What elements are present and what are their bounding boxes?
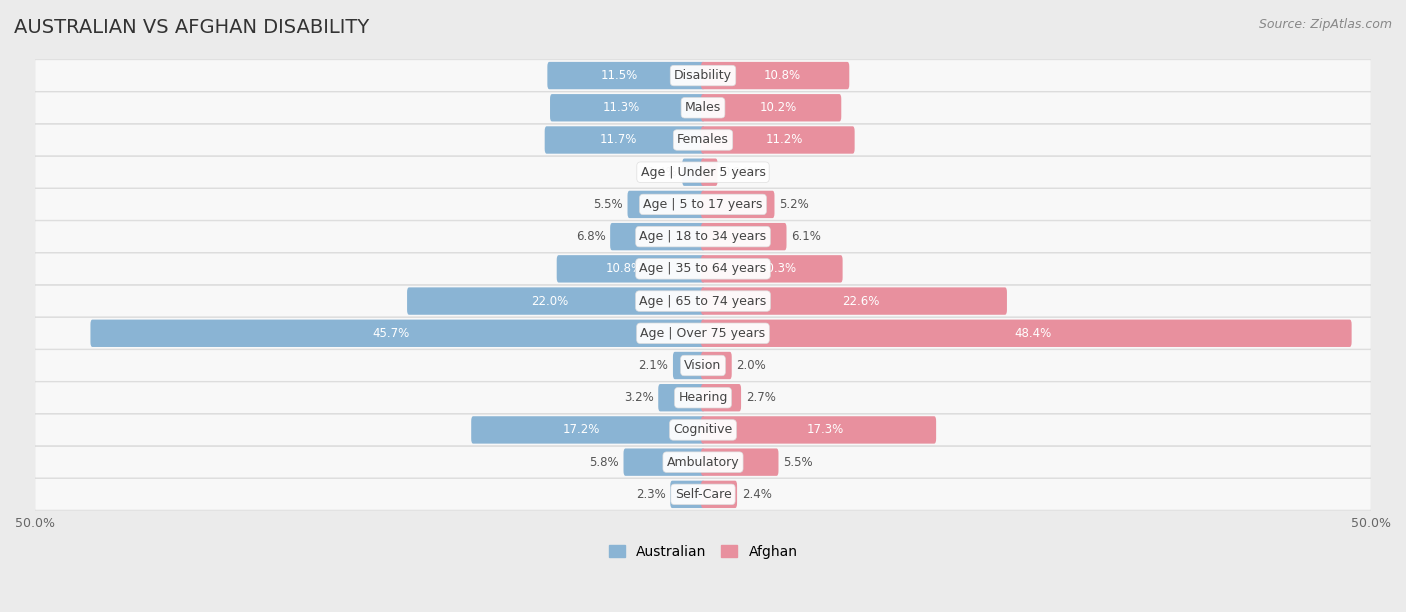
FancyBboxPatch shape <box>682 159 704 186</box>
FancyBboxPatch shape <box>623 449 704 476</box>
Text: Age | Under 5 years: Age | Under 5 years <box>641 166 765 179</box>
Text: 11.3%: 11.3% <box>602 101 640 114</box>
FancyBboxPatch shape <box>610 223 704 250</box>
FancyBboxPatch shape <box>35 479 1371 510</box>
Text: 5.5%: 5.5% <box>783 456 813 469</box>
FancyBboxPatch shape <box>702 191 775 218</box>
Text: Males: Males <box>685 101 721 114</box>
FancyBboxPatch shape <box>702 480 737 508</box>
Text: 10.8%: 10.8% <box>763 69 800 82</box>
Text: Source: ZipAtlas.com: Source: ZipAtlas.com <box>1258 18 1392 31</box>
Text: 22.0%: 22.0% <box>530 294 568 308</box>
Text: AUSTRALIAN VS AFGHAN DISABILITY: AUSTRALIAN VS AFGHAN DISABILITY <box>14 18 370 37</box>
Text: 5.5%: 5.5% <box>593 198 623 211</box>
FancyBboxPatch shape <box>702 62 849 89</box>
Text: 45.7%: 45.7% <box>373 327 409 340</box>
Text: 2.7%: 2.7% <box>745 391 776 404</box>
FancyBboxPatch shape <box>35 285 1371 317</box>
Text: 6.8%: 6.8% <box>575 230 606 243</box>
FancyBboxPatch shape <box>35 382 1371 414</box>
FancyBboxPatch shape <box>35 124 1371 156</box>
Text: Age | 35 to 64 years: Age | 35 to 64 years <box>640 263 766 275</box>
FancyBboxPatch shape <box>35 157 1371 188</box>
Text: 5.2%: 5.2% <box>779 198 808 211</box>
FancyBboxPatch shape <box>673 352 704 379</box>
FancyBboxPatch shape <box>557 255 704 283</box>
Text: 0.94%: 0.94% <box>723 166 759 179</box>
FancyBboxPatch shape <box>702 255 842 283</box>
FancyBboxPatch shape <box>702 449 779 476</box>
FancyBboxPatch shape <box>702 223 786 250</box>
FancyBboxPatch shape <box>671 480 704 508</box>
FancyBboxPatch shape <box>547 62 704 89</box>
Text: 17.3%: 17.3% <box>807 424 844 436</box>
Text: 10.2%: 10.2% <box>759 101 796 114</box>
Text: 2.1%: 2.1% <box>638 359 668 372</box>
Text: 48.4%: 48.4% <box>1014 327 1052 340</box>
FancyBboxPatch shape <box>658 384 704 411</box>
Text: Ambulatory: Ambulatory <box>666 456 740 469</box>
FancyBboxPatch shape <box>35 253 1371 285</box>
FancyBboxPatch shape <box>702 352 731 379</box>
FancyBboxPatch shape <box>35 188 1371 220</box>
FancyBboxPatch shape <box>35 221 1371 252</box>
Text: Disability: Disability <box>673 69 733 82</box>
FancyBboxPatch shape <box>35 60 1371 91</box>
Text: Age | Over 75 years: Age | Over 75 years <box>641 327 765 340</box>
Text: Hearing: Hearing <box>678 391 728 404</box>
Text: Age | 5 to 17 years: Age | 5 to 17 years <box>644 198 762 211</box>
Text: 11.5%: 11.5% <box>600 69 638 82</box>
Legend: Australian, Afghan: Australian, Afghan <box>603 539 803 564</box>
Text: Age | 18 to 34 years: Age | 18 to 34 years <box>640 230 766 243</box>
FancyBboxPatch shape <box>550 94 704 121</box>
FancyBboxPatch shape <box>35 414 1371 446</box>
Text: 2.3%: 2.3% <box>636 488 665 501</box>
FancyBboxPatch shape <box>90 319 704 347</box>
FancyBboxPatch shape <box>702 288 1007 315</box>
Text: 17.2%: 17.2% <box>562 424 600 436</box>
Text: 22.6%: 22.6% <box>842 294 879 308</box>
Text: 5.8%: 5.8% <box>589 456 619 469</box>
Text: 2.4%: 2.4% <box>742 488 772 501</box>
FancyBboxPatch shape <box>35 92 1371 124</box>
Text: 10.8%: 10.8% <box>606 263 643 275</box>
FancyBboxPatch shape <box>627 191 704 218</box>
FancyBboxPatch shape <box>702 319 1351 347</box>
FancyBboxPatch shape <box>35 318 1371 349</box>
FancyBboxPatch shape <box>702 384 741 411</box>
Text: Females: Females <box>678 133 728 146</box>
Text: Age | 65 to 74 years: Age | 65 to 74 years <box>640 294 766 308</box>
Text: 6.1%: 6.1% <box>792 230 821 243</box>
Text: Self-Care: Self-Care <box>675 488 731 501</box>
FancyBboxPatch shape <box>35 446 1371 478</box>
FancyBboxPatch shape <box>471 416 704 444</box>
FancyBboxPatch shape <box>408 288 704 315</box>
Text: 3.2%: 3.2% <box>624 391 654 404</box>
FancyBboxPatch shape <box>702 126 855 154</box>
FancyBboxPatch shape <box>35 349 1371 381</box>
Text: 1.4%: 1.4% <box>648 166 678 179</box>
Text: 2.0%: 2.0% <box>737 359 766 372</box>
Text: 10.3%: 10.3% <box>759 263 797 275</box>
Text: Vision: Vision <box>685 359 721 372</box>
FancyBboxPatch shape <box>702 159 717 186</box>
Text: Cognitive: Cognitive <box>673 424 733 436</box>
FancyBboxPatch shape <box>544 126 704 154</box>
Text: 11.7%: 11.7% <box>599 133 637 146</box>
FancyBboxPatch shape <box>702 416 936 444</box>
FancyBboxPatch shape <box>702 94 841 121</box>
Text: 11.2%: 11.2% <box>766 133 803 146</box>
